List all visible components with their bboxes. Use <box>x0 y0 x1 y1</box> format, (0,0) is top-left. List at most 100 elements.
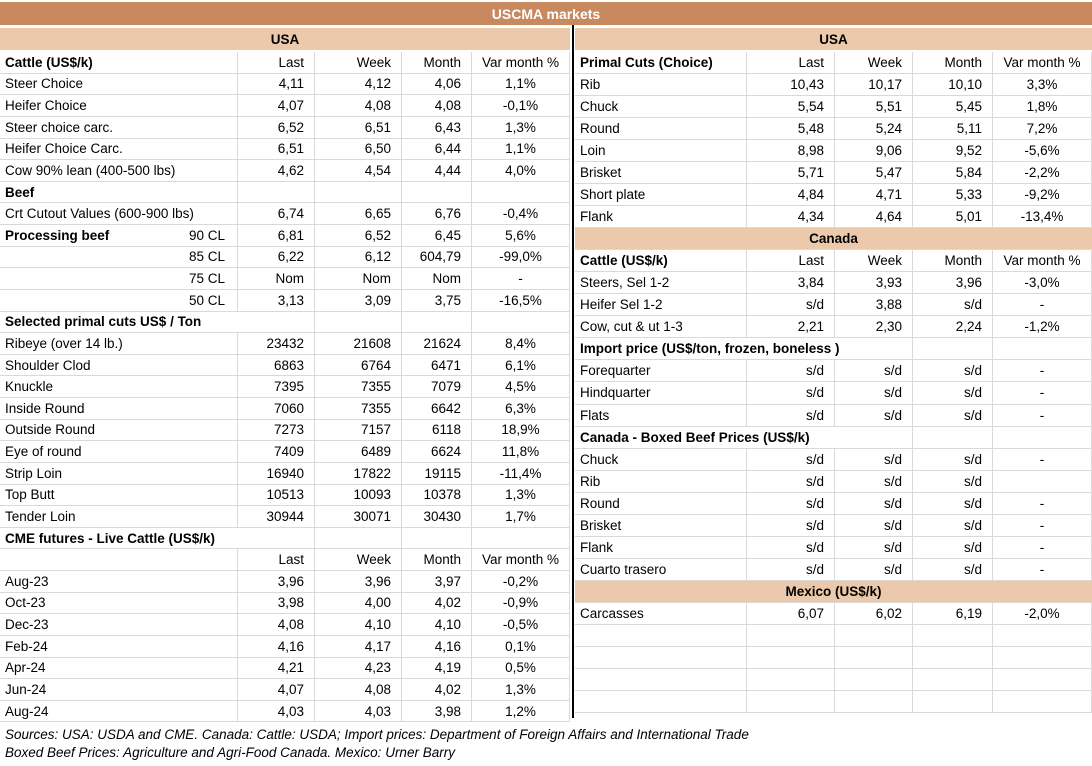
var-cell: -16,5% <box>472 289 570 311</box>
row-label: Hindquarter <box>580 385 651 401</box>
empty-cell <box>575 668 747 690</box>
table-row: Top Butt 10513 10093 10378 1,3% <box>0 484 570 507</box>
var-cell: 1,1% <box>472 73 570 95</box>
week-cell: 5,24 <box>835 118 913 140</box>
var-cell: 1,1% <box>472 138 570 160</box>
table-row: Tender Loin 30944 30071 30430 1,7% <box>0 506 570 528</box>
row-label-cell: Crt Cutout Values (600-900 lbs) <box>0 203 238 224</box>
row-label-cell: Round <box>575 118 747 140</box>
row-label-cell: Aug-23 <box>0 571 238 592</box>
table-row: Rib 10,43 10,17 10,10 3,3% <box>575 74 1092 97</box>
empty-row <box>575 624 1092 647</box>
row-label-cell: Chuck <box>575 96 747 118</box>
table-row: Jun-24 4,07 4,08 4,02 1,3% <box>0 679 570 701</box>
table-row: Heifer Choice Carc. 6,51 6,50 6,44 1,1% <box>0 138 570 161</box>
table-row: Dec-23 4,08 4,10 4,10 -0,5% <box>0 614 570 636</box>
week-cell: Week <box>835 52 913 74</box>
var-cell: 5,6% <box>472 225 570 246</box>
last-cell: Nom <box>238 268 315 289</box>
table-row: Strip Loin 16940 17822 19115 -11,4% <box>0 462 570 485</box>
month-cell: 6624 <box>402 441 472 462</box>
week-cell: s/d <box>835 470 913 492</box>
region-header-row: Mexico (US$/k) <box>575 580 1092 603</box>
row-label: Cow, cut & ut 1-3 <box>580 319 683 335</box>
empty-cell <box>913 690 993 712</box>
month-cell: Month <box>402 549 472 570</box>
month-cell: Nom <box>402 268 472 289</box>
last-cell: 3,84 <box>747 272 835 294</box>
row-label-cell: Inside Round <box>0 398 238 419</box>
last-cell: s/d <box>747 514 835 536</box>
table-row: Oct-23 3,98 4,00 4,02 -0,9% <box>0 592 570 615</box>
row-label-cell: Brisket <box>575 514 747 536</box>
month-cell: 5,45 <box>913 96 993 118</box>
last-cell: Last <box>238 52 315 73</box>
sources-line-2: Boxed Beef Prices: Agriculture and Agri-… <box>5 745 455 760</box>
var-cell: - <box>993 404 1092 426</box>
row-label-cell: 75 CL <box>0 268 238 289</box>
month-cell: 6,43 <box>402 116 472 138</box>
row-label-cell: Short plate <box>575 184 747 206</box>
row-label: Steer choice carc. <box>5 119 114 135</box>
table-divider <box>572 25 574 718</box>
week-cell: 30071 <box>315 506 402 527</box>
var-cell: -13,4% <box>993 206 1092 228</box>
week-cell: 6764 <box>315 354 402 376</box>
var-cell: -1,2% <box>993 316 1092 338</box>
row-label-cell: Cuarto trasero <box>575 558 747 580</box>
empty-cell <box>993 338 1092 360</box>
row-label: Shoulder Clod <box>5 357 91 373</box>
row-label-cell: Heifer Choice <box>0 95 238 116</box>
row-label-cell: Flats <box>575 404 747 426</box>
month-cell: 19115 <box>402 462 472 484</box>
row-label: Loin <box>580 143 606 159</box>
last-cell: s/d <box>747 360 835 382</box>
week-cell: 6489 <box>315 441 402 462</box>
row-label: Processing beef <box>5 227 110 243</box>
var-cell: -0,9% <box>472 592 570 614</box>
last-cell: s/d <box>747 294 835 316</box>
last-cell: 4,11 <box>238 73 315 95</box>
row-label: Flank <box>580 539 614 555</box>
row-label: Brisket <box>580 165 622 181</box>
last-cell: s/d <box>747 492 835 514</box>
last-cell: 6,52 <box>238 116 315 138</box>
var-cell: 11,8% <box>472 441 570 462</box>
row-label-cell: 85 CL <box>0 246 238 268</box>
month-cell: 5,11 <box>913 118 993 140</box>
var-cell: 0,5% <box>472 657 570 679</box>
region-header-label: Canada <box>809 231 858 247</box>
month-cell: 3,98 <box>402 700 472 722</box>
month-cell: 4,08 <box>402 95 472 116</box>
month-cell: s/d <box>913 448 993 470</box>
row-label: Flats <box>580 407 610 423</box>
table-row: Crt Cutout Values (600-900 lbs) 6,74 6,65 6… <box>0 203 570 225</box>
row-label-cell: Loin <box>575 140 747 162</box>
var-cell: 8,4% <box>472 333 570 354</box>
last-cell: s/d <box>747 558 835 580</box>
section-label-cell: Import price (US$/ton, frozen, boneless … <box>575 338 913 360</box>
week-cell: 5,51 <box>835 96 913 118</box>
week-cell: 3,88 <box>835 294 913 316</box>
last-cell: Last <box>747 250 835 272</box>
table-row: Eye of round 7409 6489 6624 11,8% <box>0 441 570 463</box>
last-cell: s/d <box>747 382 835 404</box>
month-cell: 604,79 <box>402 246 472 268</box>
empty-cell <box>993 668 1092 690</box>
row-label-cell: Knuckle <box>0 376 238 397</box>
var-cell: 1,3% <box>472 116 570 138</box>
var-cell <box>993 470 1092 492</box>
empty-cell <box>913 668 993 690</box>
month-cell: s/d <box>913 514 993 536</box>
month-cell: 10378 <box>402 484 472 506</box>
var-cell: - <box>993 514 1092 536</box>
last-cell: 7409 <box>238 441 315 462</box>
row-label: Chuck <box>580 451 619 467</box>
var-cell: -2,0% <box>993 602 1092 624</box>
week-cell: 4,00 <box>315 592 402 614</box>
row-sub-label: 75 CL <box>188 271 225 287</box>
row-label-cell: Carcasses <box>575 602 747 624</box>
row-label-cell: Eye of round <box>0 441 238 462</box>
var-cell: 18,9% <box>472 419 570 441</box>
